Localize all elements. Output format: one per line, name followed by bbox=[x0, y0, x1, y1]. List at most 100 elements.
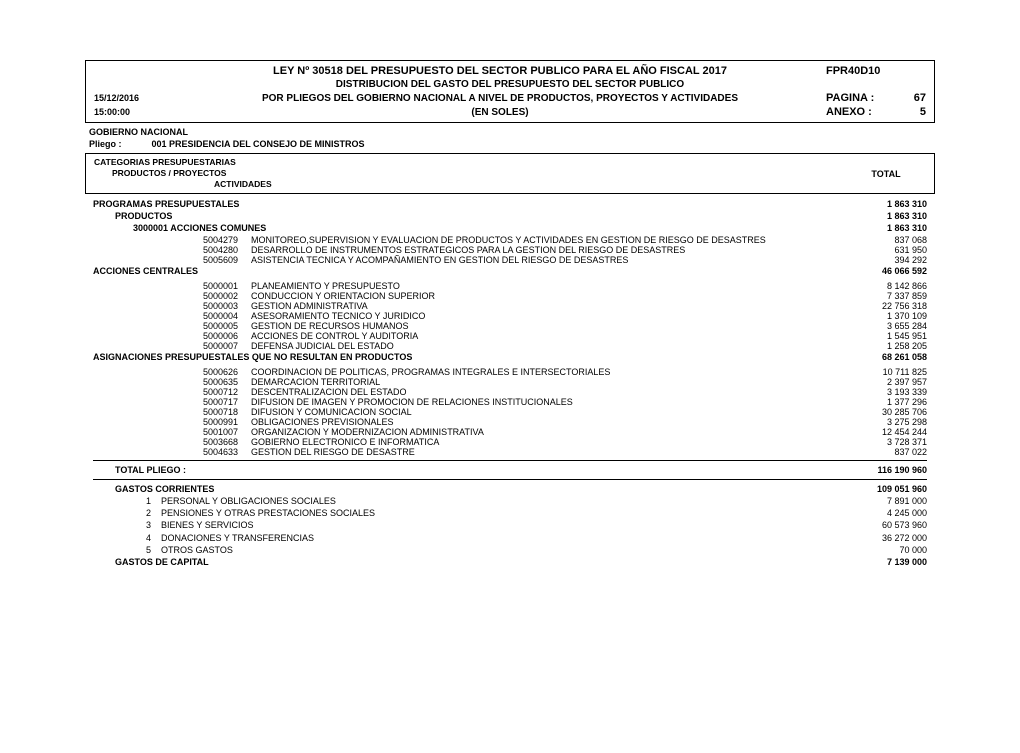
gastos-corrientes-row: GASTOS CORRIENTES 109 051 960 bbox=[93, 483, 927, 495]
gc-item-desc: PERSONAL Y OBLIGACIONES SOCIALES bbox=[161, 495, 847, 507]
activity-row: 5005609ASISTENCIA TECNICA Y ACOMPAÑAMIEN… bbox=[93, 255, 927, 265]
cat-l2: PRODUCTOS / PROYECTOS bbox=[112, 168, 846, 179]
gc-item-num: 2 bbox=[133, 507, 151, 519]
activity-desc: DESCENTRALIZACION DEL ESTADO bbox=[251, 387, 847, 397]
section-label: PRODUCTOS bbox=[115, 210, 847, 222]
activity-amount: 3 728 371 bbox=[847, 437, 927, 447]
activity-desc: ASESORAMIENTO TECNICO Y JURIDICO bbox=[251, 311, 847, 321]
activity-desc: DIFUSION DE IMAGEN Y PROMOCION DE RELACI… bbox=[251, 397, 847, 407]
gc-item-num: 3 bbox=[133, 519, 151, 531]
activity-row: 5000001PLANEAMIENTO Y PRESUPUESTO8 142 8… bbox=[93, 281, 927, 291]
gc-item-desc: OTROS GASTOS bbox=[161, 544, 847, 556]
section-amount: 1 863 310 bbox=[847, 198, 927, 210]
activity-desc: GESTION ADMINISTRATIVA bbox=[251, 301, 847, 311]
gc-amount: 109 051 960 bbox=[847, 483, 927, 495]
activity-code: 5004279 bbox=[203, 235, 251, 245]
activity-code: 5000004 bbox=[203, 311, 251, 321]
total-pliego-amount: 116 190 960 bbox=[847, 464, 927, 476]
activity-row: 5000002CONDUCCION Y ORIENTACION SUPERIOR… bbox=[93, 291, 927, 301]
section-amount: 46 066 592 bbox=[847, 265, 927, 277]
report-code: FPR40D10 bbox=[826, 65, 926, 77]
activity-amount: 3 193 339 bbox=[847, 387, 927, 397]
cat-l1: CATEGORIAS PRESUPUESTARIAS bbox=[94, 157, 846, 168]
activity-amount: 2 397 957 bbox=[847, 377, 927, 387]
activity-group-3: 5000626COORDINACION DE POLITICAS, PROGRA… bbox=[93, 367, 927, 457]
activity-row: 5000003GESTION ADMINISTRATIVA22 756 318 bbox=[93, 301, 927, 311]
activity-desc: GESTION DE RECURSOS HUMANOS bbox=[251, 321, 847, 331]
header-row-1: LEY Nº 30518 DEL PRESUPUESTO DEL SECTOR … bbox=[94, 65, 926, 77]
gc-item-desc: DONACIONES Y TRANSFERENCIAS bbox=[161, 532, 847, 544]
report-subtitle-1: DISTRIBUCION DEL GASTO DEL PRESUPUESTO D… bbox=[94, 79, 926, 90]
gc-item-desc: PENSIONES Y OTRAS PRESTACIONES SOCIALES bbox=[161, 507, 847, 519]
activity-row: 5000626COORDINACION DE POLITICAS, PROGRA… bbox=[93, 367, 927, 377]
activity-desc: OBLIGACIONES PREVISIONALES bbox=[251, 417, 847, 427]
activity-group-1: 5004279MONITOREO,SUPERVISION Y EVALUACIO… bbox=[93, 235, 927, 265]
activity-desc: MONITOREO,SUPERVISION Y EVALUACION DE PR… bbox=[251, 235, 847, 245]
pliego-value: 001 PRESIDENCIA DEL CONSEJO DE MINISTROS bbox=[152, 139, 365, 149]
activity-code: 5000006 bbox=[203, 331, 251, 341]
section-acciones-comunes: 3000001 ACCIONES COMUNES 1 863 310 bbox=[93, 222, 927, 234]
activity-code: 5000003 bbox=[203, 301, 251, 311]
activity-row: 5000004ASESORAMIENTO TECNICO Y JURIDICO1… bbox=[93, 311, 927, 321]
activity-desc: ACCIONES DE CONTROL Y AUDITORIA bbox=[251, 331, 847, 341]
activity-desc: GOBIERNO ELECTRONICO E INFORMATICA bbox=[251, 437, 847, 447]
section-acciones-centrales: ACCIONES CENTRALES 46 066 592 bbox=[93, 265, 927, 277]
activity-amount: 1 370 109 bbox=[847, 311, 927, 321]
section-amount: 1 863 310 bbox=[847, 222, 927, 234]
activity-amount: 3 655 284 bbox=[847, 321, 927, 331]
activity-amount: 8 142 866 bbox=[847, 281, 927, 291]
section-label: 3000001 ACCIONES COMUNES bbox=[133, 222, 847, 234]
gc-item-amount: 7 891 000 bbox=[847, 495, 927, 507]
activity-code: 5000626 bbox=[203, 367, 251, 377]
report-title: LEY Nº 30518 DEL PRESUPUESTO DEL SECTOR … bbox=[174, 65, 826, 77]
activity-code: 5000001 bbox=[203, 281, 251, 291]
activity-amount: 837 022 bbox=[847, 447, 927, 457]
activity-amount: 22 756 318 bbox=[847, 301, 927, 311]
category-header-box: CATEGORIAS PRESUPUESTARIAS PRODUCTOS / P… bbox=[85, 153, 935, 194]
section-programas: PROGRAMAS PRESUPUESTALES 1 863 310 bbox=[93, 198, 927, 210]
activity-code: 5003668 bbox=[203, 437, 251, 447]
activity-amount: 394 292 bbox=[847, 255, 927, 265]
report-date: 15/12/2016 bbox=[94, 93, 174, 103]
activity-row: 5000005GESTION DE RECURSOS HUMANOS3 655 … bbox=[93, 321, 927, 331]
report-subtitle-2: POR PLIEGOS DEL GOBIERNO NACIONAL A NIVE… bbox=[174, 93, 826, 104]
activity-amount: 1 258 205 bbox=[847, 341, 927, 351]
pagina-label: PAGINA : bbox=[826, 92, 896, 104]
gastos-capital-row: GASTOS DE CAPITAL 7 139 000 bbox=[93, 556, 927, 568]
activity-code: 5004280 bbox=[203, 245, 251, 255]
gk-label: GASTOS DE CAPITAL bbox=[115, 556, 847, 568]
gobierno-label: GOBIERNO NACIONAL bbox=[89, 127, 935, 137]
activity-row: 5000712DESCENTRALIZACION DEL ESTADO3 193… bbox=[93, 387, 927, 397]
activity-row: 5004633GESTION DEL RIESGO DE DESASTRE 83… bbox=[93, 447, 927, 457]
activity-code: 5005609 bbox=[203, 255, 251, 265]
activity-amount: 12 454 244 bbox=[847, 427, 927, 437]
gc-item-desc: BIENES Y SERVICIOS bbox=[161, 519, 847, 531]
activity-amount: 7 337 859 bbox=[847, 291, 927, 301]
activity-amount: 631 950 bbox=[847, 245, 927, 255]
activity-amount: 3 275 298 bbox=[847, 417, 927, 427]
activity-row: 5001007ORGANIZACION Y MODERNIZACION ADMI… bbox=[93, 427, 927, 437]
total-pliego-label: TOTAL PLIEGO : bbox=[115, 464, 847, 476]
header-box: LEY Nº 30518 DEL PRESUPUESTO DEL SECTOR … bbox=[85, 60, 935, 123]
content-wrap: PROGRAMAS PRESUPUESTALES 1 863 310 PRODU… bbox=[85, 198, 935, 568]
section-label: ASIGNACIONES PRESUPUESTALES QUE NO RESUL… bbox=[93, 351, 847, 363]
divider-1 bbox=[93, 460, 927, 461]
activity-desc: DESARROLLO DE INSTRUMENTOS ESTRATEGICOS … bbox=[251, 245, 847, 255]
activity-code: 5000635 bbox=[203, 377, 251, 387]
pagina-number: 67 bbox=[896, 92, 926, 104]
gc-item-amount: 4 245 000 bbox=[847, 507, 927, 519]
activity-row: 5004280DESARROLLO DE INSTRUMENTOS ESTRAT… bbox=[93, 245, 927, 255]
activity-group-2: 5000001PLANEAMIENTO Y PRESUPUESTO8 142 8… bbox=[93, 281, 927, 351]
activity-row: 5000718DIFUSION Y COMUNICACION SOCIAL30 … bbox=[93, 407, 927, 417]
section-label: ACCIONES CENTRALES bbox=[93, 265, 847, 277]
gc-item-row: 3BIENES Y SERVICIOS60 573 960 bbox=[93, 519, 927, 531]
header-row-3: 15:00:00 (EN SOLES) ANEXO : 5 bbox=[94, 106, 926, 118]
gc-item-row: 2 PENSIONES Y OTRAS PRESTACIONES SOCIALES… bbox=[93, 507, 927, 519]
gc-item-num: 4 bbox=[133, 532, 151, 544]
total-pliego-row: TOTAL PLIEGO : 116 190 960 bbox=[93, 464, 927, 476]
activity-code: 5001007 bbox=[203, 427, 251, 437]
activity-code: 5000712 bbox=[203, 387, 251, 397]
gk-amount: 7 139 000 bbox=[847, 556, 927, 568]
section-label: PROGRAMAS PRESUPUESTALES bbox=[93, 198, 847, 210]
gc-item-amount: 70 000 bbox=[847, 544, 927, 556]
